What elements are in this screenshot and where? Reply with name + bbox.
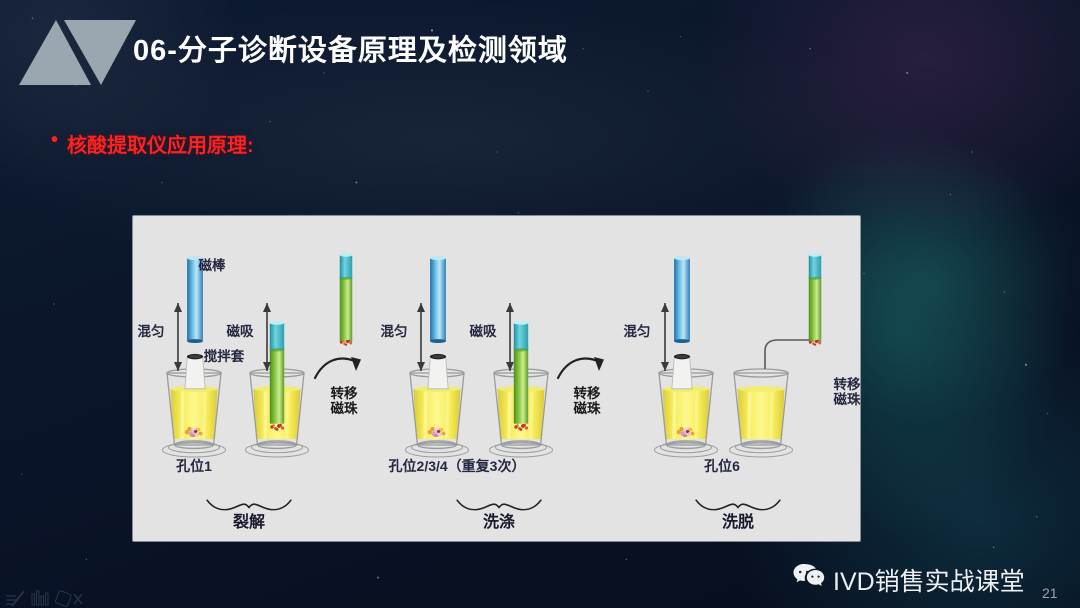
- svg-text:混匀: 混匀: [624, 323, 651, 339]
- svg-text:磁吸: 磁吸: [227, 323, 254, 339]
- svg-text:转移: 转移: [834, 376, 862, 392]
- svg-text:裂解: 裂解: [232, 512, 265, 531]
- svg-text:搅拌套: 搅拌套: [204, 348, 245, 364]
- svg-text:磁珠: 磁珠: [834, 391, 862, 407]
- svg-text:转移: 转移: [331, 385, 358, 401]
- svg-text:孔位2/3/4（重复3次）: 孔位2/3/4（重复3次）: [389, 458, 526, 474]
- svg-text:磁吸: 磁吸: [470, 323, 497, 339]
- svg-text:磁珠: 磁珠: [331, 400, 358, 416]
- svg-text:洗涤: 洗涤: [483, 512, 515, 531]
- svg-text:磁棒: 磁棒: [199, 257, 226, 273]
- svg-text:转移: 转移: [574, 385, 602, 401]
- svg-text:孔位6: 孔位6: [704, 458, 740, 474]
- svg-text:孔位1: 孔位1: [176, 458, 212, 474]
- svg-text:混匀: 混匀: [381, 323, 408, 339]
- svg-text:洗脱: 洗脱: [722, 512, 754, 531]
- svg-text:磁珠: 磁珠: [574, 400, 602, 416]
- svg-text:混匀: 混匀: [138, 323, 165, 339]
